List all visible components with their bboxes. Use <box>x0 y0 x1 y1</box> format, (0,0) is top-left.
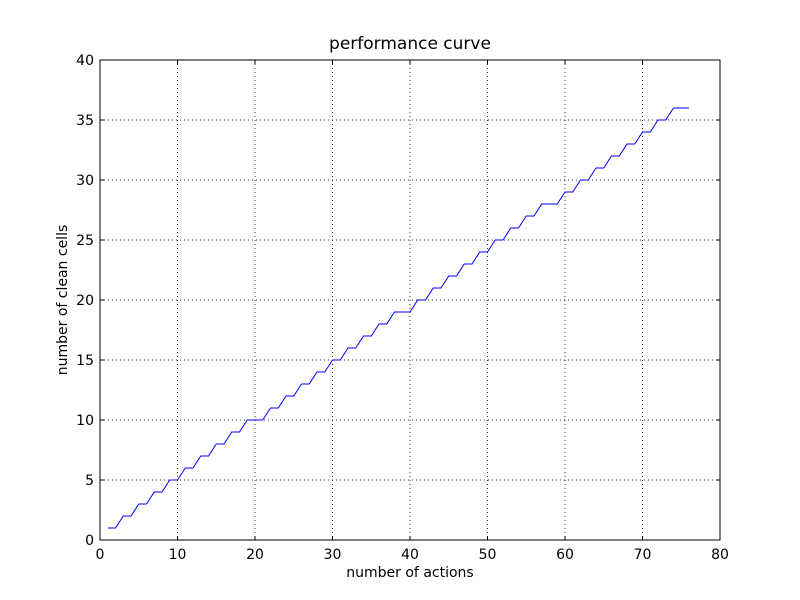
series-line <box>107 107 689 529</box>
grid-lines <box>100 60 720 540</box>
series-layer <box>107 107 689 529</box>
y-tick-label: 40 <box>76 53 94 69</box>
y-tick-label: 25 <box>76 233 94 249</box>
x-tick-label: 70 <box>634 547 652 563</box>
x-tick-labels: 0 10 20 30 40 50 60 70 80 <box>96 547 729 563</box>
x-tick-label: 30 <box>324 547 342 563</box>
y-tick-label: 0 <box>85 533 94 549</box>
x-tick-label: 50 <box>479 547 497 563</box>
x-tick-label: 20 <box>246 547 264 563</box>
y-tick-label: 20 <box>76 293 94 309</box>
y-tick-label: 30 <box>76 173 94 189</box>
tick-marks <box>99 59 721 541</box>
x-tick-label: 40 <box>401 547 419 563</box>
chart-title: performance curve <box>329 34 491 54</box>
y-tick-label: 35 <box>76 113 94 129</box>
x-tick-label: 60 <box>556 547 574 563</box>
x-tick-label: 0 <box>96 547 105 563</box>
y-tick-label: 15 <box>76 353 94 369</box>
y-tick-labels: 0 5 10 15 20 25 30 35 40 <box>76 53 94 549</box>
x-axis-label: number of actions <box>346 565 473 581</box>
y-tick-label: 10 <box>76 413 94 429</box>
y-axis-label: number of clean cells <box>55 225 71 376</box>
y-tick-label: 5 <box>85 473 94 489</box>
x-tick-label: 10 <box>169 547 187 563</box>
x-tick-label: 80 <box>711 547 729 563</box>
